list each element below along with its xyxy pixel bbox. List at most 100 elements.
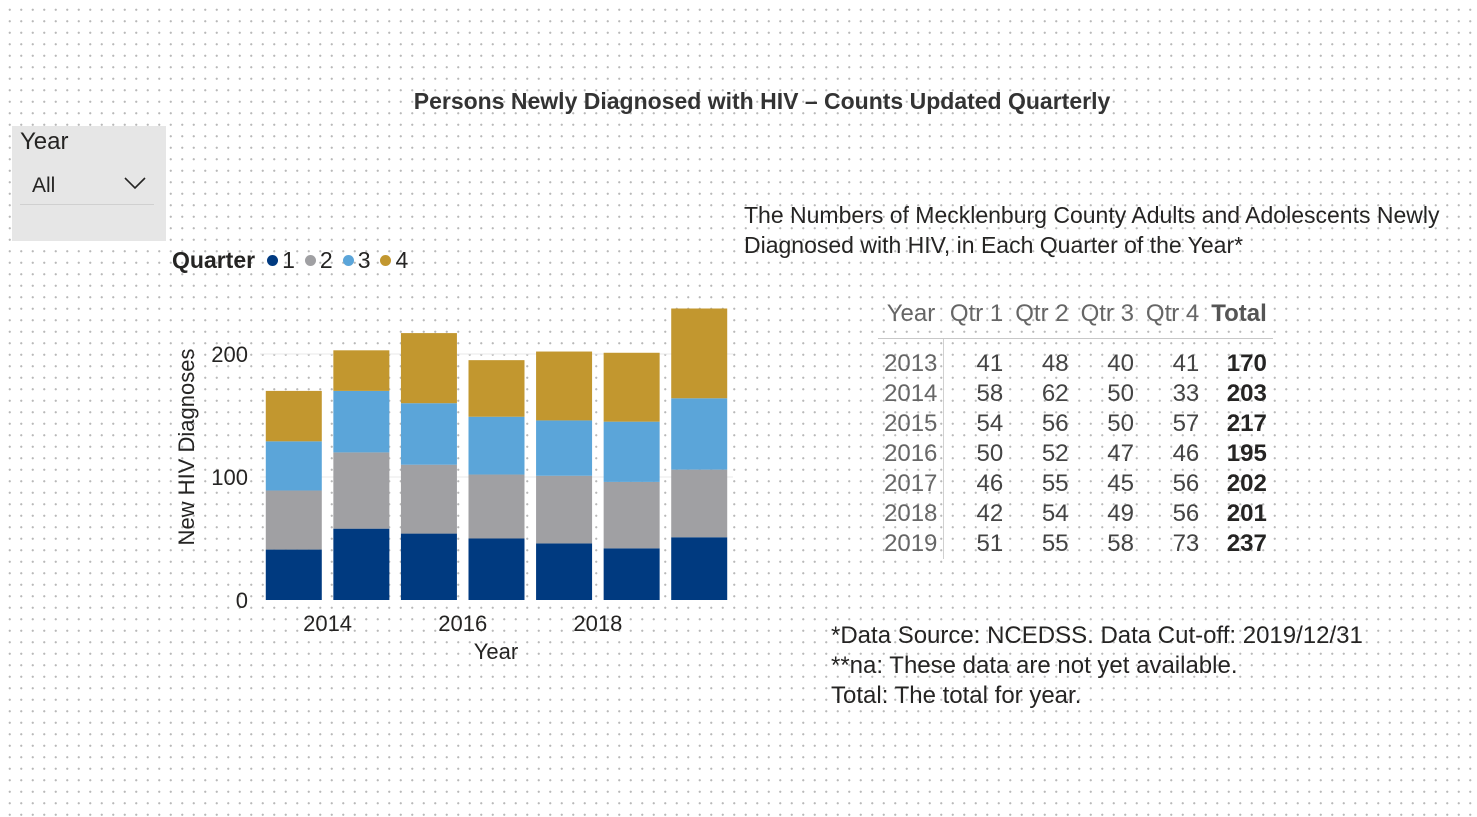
bar-segment[interactable] bbox=[400, 533, 457, 600]
cell-qtr2: 52 bbox=[1041, 440, 1069, 467]
cell-qtr3: 45 bbox=[1107, 470, 1134, 497]
table-row: 2017 46 55 45 56 202 bbox=[878, 469, 1273, 499]
bar-segment[interactable] bbox=[671, 308, 728, 399]
legend-dot-q1 bbox=[267, 254, 279, 266]
bar-segment[interactable] bbox=[400, 464, 457, 534]
cell-qtr1: 54 bbox=[976, 410, 1004, 437]
col-header-total[interactable]: Total bbox=[1205, 300, 1273, 339]
x-axis-title: Year bbox=[474, 639, 518, 664]
bar-segment[interactable] bbox=[265, 390, 322, 442]
bar-segment[interactable] bbox=[333, 390, 390, 453]
bar-segment[interactable] bbox=[265, 549, 322, 600]
col-header-qtr3[interactable]: Qtr 3 bbox=[1074, 300, 1140, 339]
cell-qtr2: 62 bbox=[1041, 380, 1069, 407]
table-row: 2018 42 54 49 56 201 bbox=[878, 499, 1273, 529]
col-header-qtr1[interactable]: Qtr 1 bbox=[943, 300, 1010, 339]
year-slicer[interactable]: Year All bbox=[12, 126, 166, 241]
chevron-down-icon[interactable] bbox=[124, 176, 146, 190]
cell-qtr1: 51 bbox=[976, 530, 1004, 557]
cell-qtr2: 55 bbox=[1041, 470, 1069, 497]
table-header-row: Year Qtr 1 Qtr 2 Qtr 3 Qtr 4 Total bbox=[878, 300, 1273, 339]
bar-segment[interactable] bbox=[333, 452, 390, 529]
cell-qtr1: 41 bbox=[976, 350, 1004, 377]
cell-total: 217 bbox=[1226, 410, 1267, 437]
bar-segment[interactable] bbox=[603, 352, 660, 422]
table-row: 2014 58 62 50 33 203 bbox=[878, 379, 1273, 409]
quarterly-counts-table: Year Qtr 1 Qtr 2 Qtr 3 Qtr 4 Total 2013 4… bbox=[878, 300, 1273, 559]
bar-segment[interactable] bbox=[603, 481, 660, 549]
cell-qtr4: 56 bbox=[1172, 500, 1200, 527]
y-tick-label: 200 bbox=[211, 342, 248, 367]
bar-segment[interactable] bbox=[265, 441, 322, 491]
legend-title: Quarter bbox=[172, 246, 256, 273]
y-tick-label: 0 bbox=[236, 588, 248, 613]
legend-dot-q4 bbox=[380, 254, 392, 266]
legend-item-q1[interactable]: 1 bbox=[267, 247, 295, 274]
slicer-label: Year bbox=[20, 128, 69, 155]
legend-item-q3[interactable]: 3 bbox=[342, 246, 371, 274]
note-data-source: *Data Source: NCEDSS. Data Cut-off: 2019… bbox=[831, 622, 1363, 649]
table-body: 2013 41 48 40 41 170 2014 58 62 50 33 203 2015 54 56 50… bbox=[878, 338, 1273, 559]
col-header-qtr2[interactable]: Qtr 2 bbox=[1009, 300, 1075, 339]
year-dropdown[interactable]: All bbox=[20, 168, 154, 205]
slicer-selected-value: All bbox=[32, 174, 56, 197]
cell-total: 203 bbox=[1226, 380, 1267, 407]
bar-segment[interactable] bbox=[536, 351, 593, 421]
report-title: Persons Newly Diagnosed with HIV – Count… bbox=[413, 88, 1111, 114]
x-tick-label: 2014 bbox=[303, 611, 352, 636]
cell-qtr1: 46 bbox=[976, 470, 1004, 497]
bar-segment[interactable] bbox=[468, 360, 525, 417]
legend-label-q2: 2 bbox=[319, 246, 333, 273]
bar-segment[interactable] bbox=[265, 490, 322, 550]
bar-segment[interactable] bbox=[536, 420, 593, 476]
footnotes: *Data Source: NCEDSS. Data Cut-off: 2019… bbox=[831, 621, 1363, 711]
cell-qtr2: 54 bbox=[1041, 500, 1069, 527]
cell-qtr4: 46 bbox=[1172, 440, 1200, 467]
cell-total: 195 bbox=[1226, 440, 1267, 467]
legend-label-q4: 4 bbox=[395, 246, 409, 273]
cell-qtr4: 73 bbox=[1172, 530, 1200, 557]
table-row: 2015 54 56 50 57 217 bbox=[878, 409, 1273, 439]
bar-segment[interactable] bbox=[468, 416, 525, 475]
legend-item-q4[interactable]: 4 bbox=[380, 247, 408, 274]
bar-segment[interactable] bbox=[333, 350, 390, 391]
cell-qtr1: 58 bbox=[976, 380, 1004, 407]
bar-segment[interactable] bbox=[603, 548, 660, 600]
cell-year: 2017 bbox=[878, 469, 945, 499]
cell-total: 237 bbox=[1226, 530, 1267, 557]
cell-qtr1: 50 bbox=[976, 440, 1004, 467]
cell-qtr4: 56 bbox=[1172, 470, 1200, 497]
cell-qtr4: 33 bbox=[1172, 380, 1200, 407]
bar-segment[interactable] bbox=[536, 543, 593, 600]
cell-qtr4: 57 bbox=[1172, 410, 1200, 437]
y-axis-title: New HIV Diagnoses bbox=[174, 349, 199, 546]
bar-segment[interactable] bbox=[333, 528, 390, 600]
note-na: **na: These data are not yet available. bbox=[831, 652, 1238, 679]
legend-item-q2[interactable]: 2 bbox=[304, 246, 333, 274]
legend-label-q3: 3 bbox=[357, 246, 371, 273]
col-header-year[interactable]: Year bbox=[878, 300, 944, 339]
note-total: Total: The total for year. bbox=[831, 682, 1082, 709]
cell-year: 2014 bbox=[878, 379, 945, 409]
bar-segment[interactable] bbox=[468, 474, 525, 539]
cell-qtr3: 49 bbox=[1107, 500, 1134, 527]
cell-year: 2018 bbox=[878, 499, 945, 529]
cell-year: 2015 bbox=[878, 409, 945, 439]
cell-total: 201 bbox=[1226, 500, 1267, 527]
bar-segment[interactable] bbox=[468, 538, 525, 601]
x-tick-label: 2016 bbox=[438, 611, 487, 636]
bar-segment[interactable] bbox=[536, 475, 593, 544]
cell-year: 2016 bbox=[878, 439, 945, 469]
table-row: 2016 50 52 47 46 195 bbox=[878, 439, 1273, 469]
bar-segment[interactable] bbox=[671, 537, 728, 600]
cell-year: 2013 bbox=[878, 338, 945, 379]
bar-segment[interactable] bbox=[671, 398, 728, 470]
bar-segment[interactable] bbox=[400, 403, 457, 465]
chart-legend: Quarter 1 2 3 4 bbox=[172, 245, 418, 275]
bar-segment[interactable] bbox=[400, 333, 457, 404]
cell-qtr3: 50 bbox=[1107, 380, 1134, 407]
bar-segment[interactable] bbox=[671, 469, 728, 538]
col-header-qtr4[interactable]: Qtr 4 bbox=[1139, 300, 1206, 339]
bar-segment[interactable] bbox=[603, 421, 660, 482]
